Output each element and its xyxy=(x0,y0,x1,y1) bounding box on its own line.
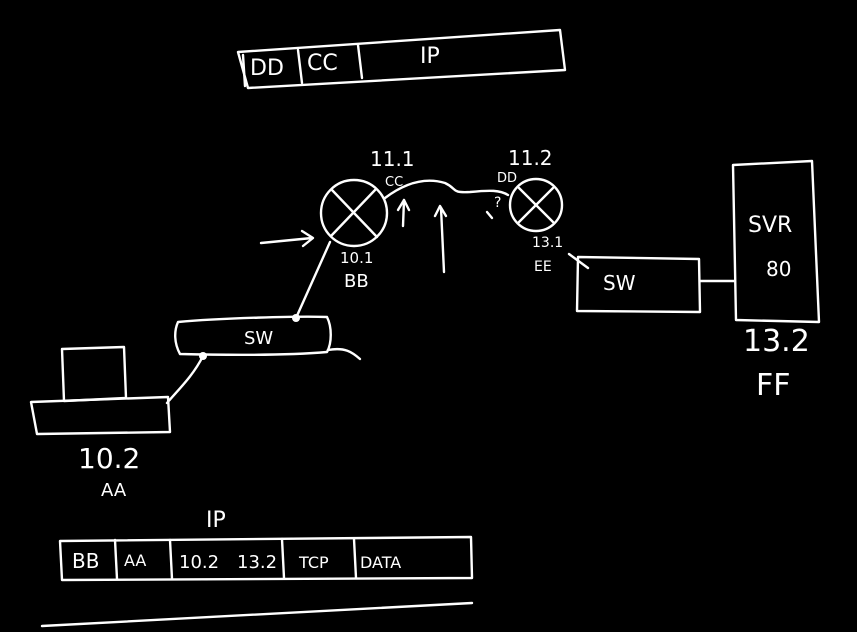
server-label: SVR xyxy=(748,213,792,238)
router-link-wavy xyxy=(383,179,510,200)
router-left-top-label: 11.1 xyxy=(370,147,415,171)
top-frame-field-cc: CC xyxy=(307,51,338,76)
router-left-circle xyxy=(319,178,389,248)
bottom-frame-divider-1 xyxy=(113,538,119,581)
router-right-cross-b xyxy=(517,186,555,224)
server-mac: FF xyxy=(756,368,791,403)
switch-left-label: SW xyxy=(244,328,273,349)
top-frame-field-dd: DD xyxy=(250,56,284,81)
incoming-arrow xyxy=(259,229,315,248)
switch-left-stub xyxy=(326,347,362,361)
link-switch-host xyxy=(165,354,205,405)
router-right-bottom-mac: EE xyxy=(534,259,552,275)
bottom-underline xyxy=(40,601,474,628)
bottom-frame: IP BB AA 10.2 13.2 TCP DATA xyxy=(40,508,474,628)
router-right-top-label: 11.2 xyxy=(508,146,553,170)
host-computer: 10.2 AA xyxy=(29,345,172,501)
router-left-bottom-mac: BB xyxy=(344,271,369,292)
router-right-circle xyxy=(508,177,564,233)
bottom-frame-box xyxy=(58,535,474,582)
bottom-frame-field-tcp: TCP xyxy=(298,553,329,572)
switch-right: SW xyxy=(575,255,702,314)
up-arrow-cc xyxy=(396,198,411,228)
bottom-frame-divider-2 xyxy=(168,538,174,581)
pen-mark xyxy=(485,210,494,220)
bottom-frame-divider-4 xyxy=(352,537,358,580)
top-frame-divider-2 xyxy=(356,43,364,80)
host-mac: AA xyxy=(101,480,127,501)
host-base xyxy=(29,395,172,436)
top-frame-box xyxy=(236,28,567,90)
server-ip: 13.2 xyxy=(743,324,810,359)
up-arrow-middle xyxy=(433,204,448,274)
bottom-frame-field-dst-ip: 13.2 xyxy=(237,552,277,573)
switch-left: SW xyxy=(174,315,362,361)
top-frame-divider-1 xyxy=(296,48,304,85)
bottom-frame-ip-label: IP xyxy=(206,508,226,533)
router-right: 11.2 DD ? 13.1 EE xyxy=(494,146,564,275)
router-right-question: ? xyxy=(494,195,501,211)
router-left: 11.1 CC 10.1 BB xyxy=(319,147,415,292)
top-frame-field-ip: IP xyxy=(420,44,440,69)
host-ip: 10.2 xyxy=(78,442,140,475)
bottom-frame-field-src-ip: 10.2 xyxy=(179,552,219,573)
router-right-bottom-label: 13.1 xyxy=(532,235,563,251)
host-monitor xyxy=(60,345,128,403)
switch-right-label: SW xyxy=(603,271,636,295)
router-right-top-mac: DD xyxy=(497,171,517,186)
bottom-frame-field-data: DATA xyxy=(360,553,401,572)
bottom-frame-divider-3 xyxy=(280,537,286,580)
bottom-frame-field-bb: BB xyxy=(72,549,99,573)
router-left-bottom-label: 10.1 xyxy=(340,249,373,267)
router-left-top-mac: CC xyxy=(385,175,403,190)
top-frame-left-tick xyxy=(241,53,247,88)
top-frame: DD CC IP xyxy=(236,28,567,90)
switch-right-box xyxy=(575,255,702,314)
link-router-left-switch xyxy=(294,240,332,320)
router-left-cross-b xyxy=(329,187,378,238)
server: SVR 80 13.2 FF xyxy=(731,159,821,403)
server-port: 80 xyxy=(766,257,791,281)
bottom-frame-field-aa: AA xyxy=(124,551,146,570)
switch-left-box xyxy=(174,315,332,357)
server-box xyxy=(731,159,821,324)
router-left-cross-a xyxy=(330,188,379,239)
